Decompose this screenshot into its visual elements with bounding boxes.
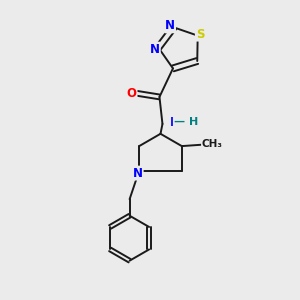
Text: N: N <box>150 43 160 56</box>
Text: CH₃: CH₃ <box>202 139 223 149</box>
Text: — H: — H <box>174 117 198 128</box>
Text: O: O <box>127 87 136 100</box>
Text: N: N <box>170 116 180 129</box>
Text: S: S <box>196 28 204 40</box>
Text: N: N <box>165 19 175 32</box>
Text: N: N <box>133 167 143 180</box>
